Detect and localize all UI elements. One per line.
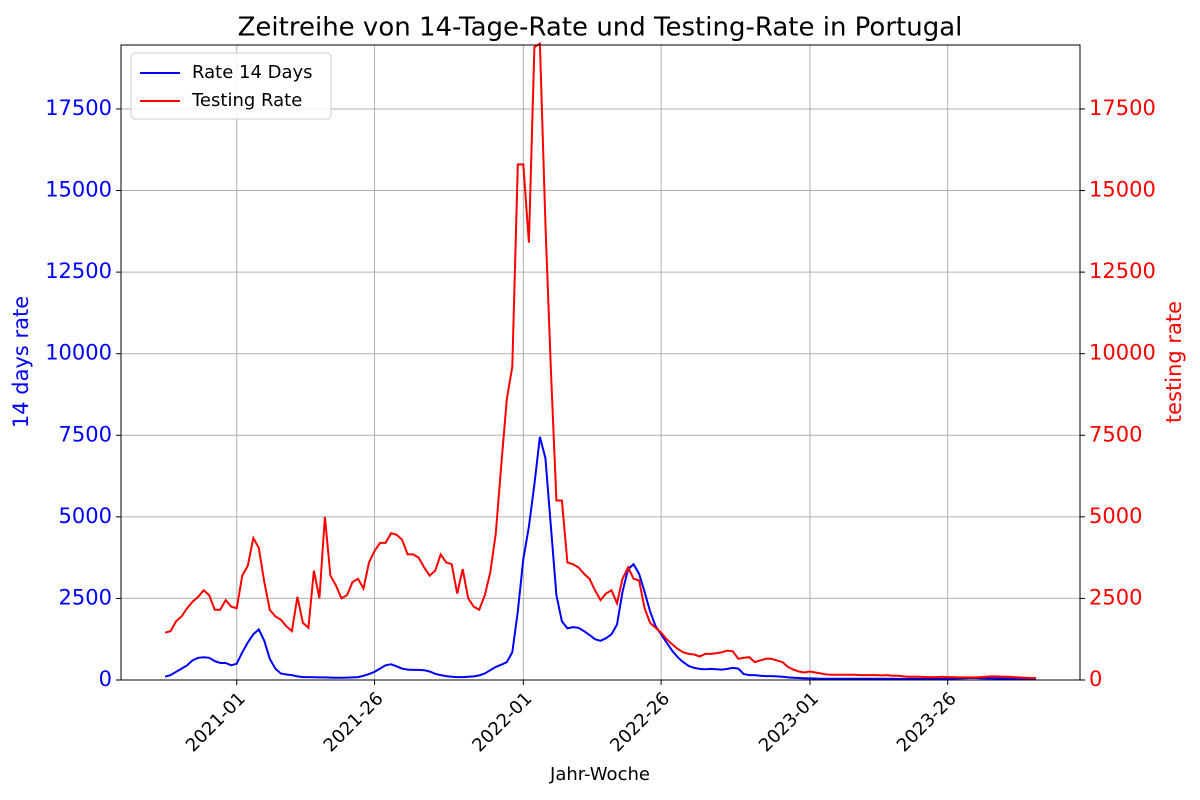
chart-title: Zeitreihe von 14-Tage-Rate und Testing-R… bbox=[238, 13, 963, 43]
y-tick-label: 7500 bbox=[59, 422, 112, 446]
y-tick-label: 5000 bbox=[59, 504, 112, 528]
plot-frame bbox=[120, 44, 1081, 681]
legend-label: Rate 14 Days bbox=[192, 62, 313, 83]
y2-tick-label: 5000 bbox=[1089, 504, 1142, 528]
y2-tick-label: 15000 bbox=[1089, 178, 1156, 202]
y-tick-label: 15000 bbox=[45, 178, 112, 202]
y-tick-label: 0 bbox=[99, 667, 112, 691]
y2-axis-label: testing rate bbox=[1162, 301, 1186, 423]
x-axis-label: Jahr-Woche bbox=[549, 764, 650, 785]
y-tick-label: 12500 bbox=[45, 259, 112, 283]
y2-tick-label: 0 bbox=[1089, 667, 1102, 691]
y-tick-label: 10000 bbox=[45, 341, 112, 365]
y-tick-label: 17500 bbox=[45, 96, 112, 120]
y2-tick-label: 10000 bbox=[1089, 341, 1156, 365]
y2-tick-label: 12500 bbox=[1089, 259, 1156, 283]
legend-label: Testing Rate bbox=[191, 90, 302, 111]
line-series bbox=[164, 436, 1036, 680]
y2-tick-label: 17500 bbox=[1089, 96, 1156, 120]
legend-box bbox=[130, 52, 332, 120]
y-tick-label: 2500 bbox=[59, 585, 112, 609]
y2-tick-label: 2500 bbox=[1089, 585, 1142, 609]
y2-tick-label: 7500 bbox=[1089, 422, 1142, 446]
y-axis-label: 14 days rate bbox=[9, 296, 33, 428]
line-series bbox=[164, 41, 1036, 679]
